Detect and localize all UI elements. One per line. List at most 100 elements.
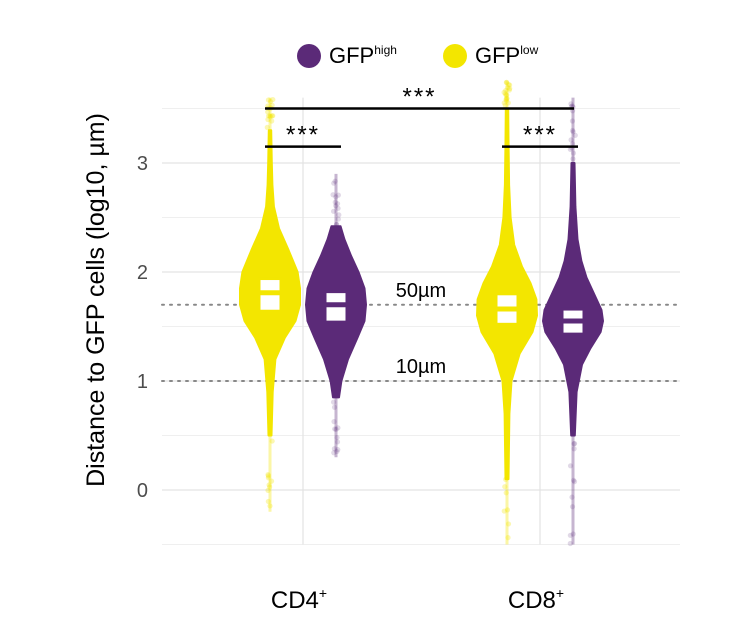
outlier-point: [503, 92, 509, 98]
outlier-point: [501, 100, 507, 106]
outlier-point: [335, 425, 341, 431]
outlier-point: [571, 446, 577, 452]
outlier-point: [335, 192, 341, 198]
outlier-point: [570, 150, 577, 156]
outlier-point: [270, 96, 276, 103]
legend-swatch: [297, 44, 321, 68]
outlier-point: [571, 479, 578, 485]
outlier-point: [334, 439, 341, 445]
outlier-point: [335, 447, 341, 453]
violins: [239, 79, 604, 547]
outlier-point: [265, 475, 271, 481]
outlier-point: [269, 102, 275, 108]
outlier-point: [570, 531, 576, 537]
outlier-point: [331, 180, 337, 186]
outlier-point: [569, 103, 575, 109]
outlier-point: [330, 399, 337, 405]
outlier-point: [335, 216, 341, 222]
outlier-point: [506, 87, 513, 93]
outlier-point: [269, 438, 275, 444]
outlier-point: [265, 116, 271, 123]
outlier-point: [266, 482, 272, 488]
outlier-point: [330, 192, 336, 198]
outlier-point: [331, 404, 338, 410]
outlier-point: [507, 85, 513, 92]
outlier-point: [331, 446, 337, 452]
outlier-point: [503, 79, 509, 86]
outlier-point: [335, 205, 341, 211]
outlier-point: [334, 448, 340, 455]
outlier-point: [504, 79, 510, 85]
outlier-point: [505, 84, 511, 91]
outlier-point: [502, 484, 508, 490]
outlier-point: [267, 113, 273, 120]
outlier-point: [331, 419, 337, 425]
outlier-point: [331, 450, 337, 456]
outlier-point: [571, 440, 578, 447]
outlier-point: [264, 124, 270, 130]
outlier-point: [570, 129, 576, 135]
outlier-point: [332, 426, 338, 432]
legend: GFPhigh GFPlow: [297, 43, 539, 68]
outlier-point: [267, 503, 273, 509]
y-tick-label: 1: [137, 371, 148, 393]
outlier-point: [265, 97, 272, 103]
outlier-point: [568, 137, 574, 143]
outlier-point: [333, 203, 339, 209]
outlier-point: [506, 82, 512, 88]
outlier-point: [336, 212, 342, 218]
outlier-point: [265, 109, 271, 115]
outlier-point: [503, 98, 510, 104]
outlier-point: [569, 118, 576, 124]
outlier-point: [265, 487, 271, 493]
outlier-point: [334, 201, 341, 207]
outlier-point: [505, 100, 511, 106]
outlier-point: [269, 113, 275, 119]
outlier-point: [504, 92, 510, 98]
violin-high-CD8: [542, 162, 604, 437]
significance-brackets: *** *** ***: [265, 84, 578, 149]
outlier-point: [507, 82, 513, 88]
outlier-point: [503, 87, 509, 94]
legend-label-superscript: low: [520, 43, 538, 57]
outlier-point: [501, 89, 507, 95]
outlier-point: [504, 507, 511, 513]
outlier-point: [503, 96, 509, 103]
outlier-point: [267, 484, 273, 490]
outlier-point: [330, 208, 337, 214]
outlier-point: [504, 95, 510, 102]
outlier-point: [503, 490, 509, 496]
reference-label: 10µm: [396, 356, 446, 378]
outlier-point: [570, 127, 576, 134]
outlier-point: [332, 199, 338, 205]
outlier-point: [568, 101, 574, 107]
significance-label: ***: [402, 84, 436, 111]
outlier-point: [570, 156, 576, 162]
outlier-point: [334, 434, 340, 441]
significance-label: ***: [523, 122, 557, 149]
outlier-point: [503, 476, 509, 483]
outlier-point: [334, 221, 340, 227]
outlier-point: [267, 113, 273, 119]
outlier-point: [505, 535, 511, 541]
outlier-point: [332, 178, 338, 184]
outlier-point: [569, 141, 576, 147]
x-category-label: CD8+: [508, 585, 564, 614]
outlier-point: [269, 118, 275, 124]
outlier-point: [569, 504, 576, 510]
y-axis-label: Distance to GFP cells (log10, µm): [82, 113, 110, 487]
y-tick-label: 0: [137, 480, 148, 502]
significance-label: ***: [286, 122, 320, 149]
legend-swatch: [443, 44, 467, 68]
outlier-point: [567, 540, 573, 547]
outlier-point: [570, 477, 577, 483]
reference-label: 50µm: [396, 280, 446, 302]
legend-label: GFPlow: [475, 43, 539, 68]
outlier-point: [268, 478, 275, 484]
outlier-point: [501, 508, 507, 514]
outlier-point: [567, 532, 573, 538]
outlier-point: [572, 132, 578, 138]
outlier-point: [333, 194, 339, 200]
outlier-point: [567, 146, 573, 152]
outlier-point: [265, 113, 272, 119]
